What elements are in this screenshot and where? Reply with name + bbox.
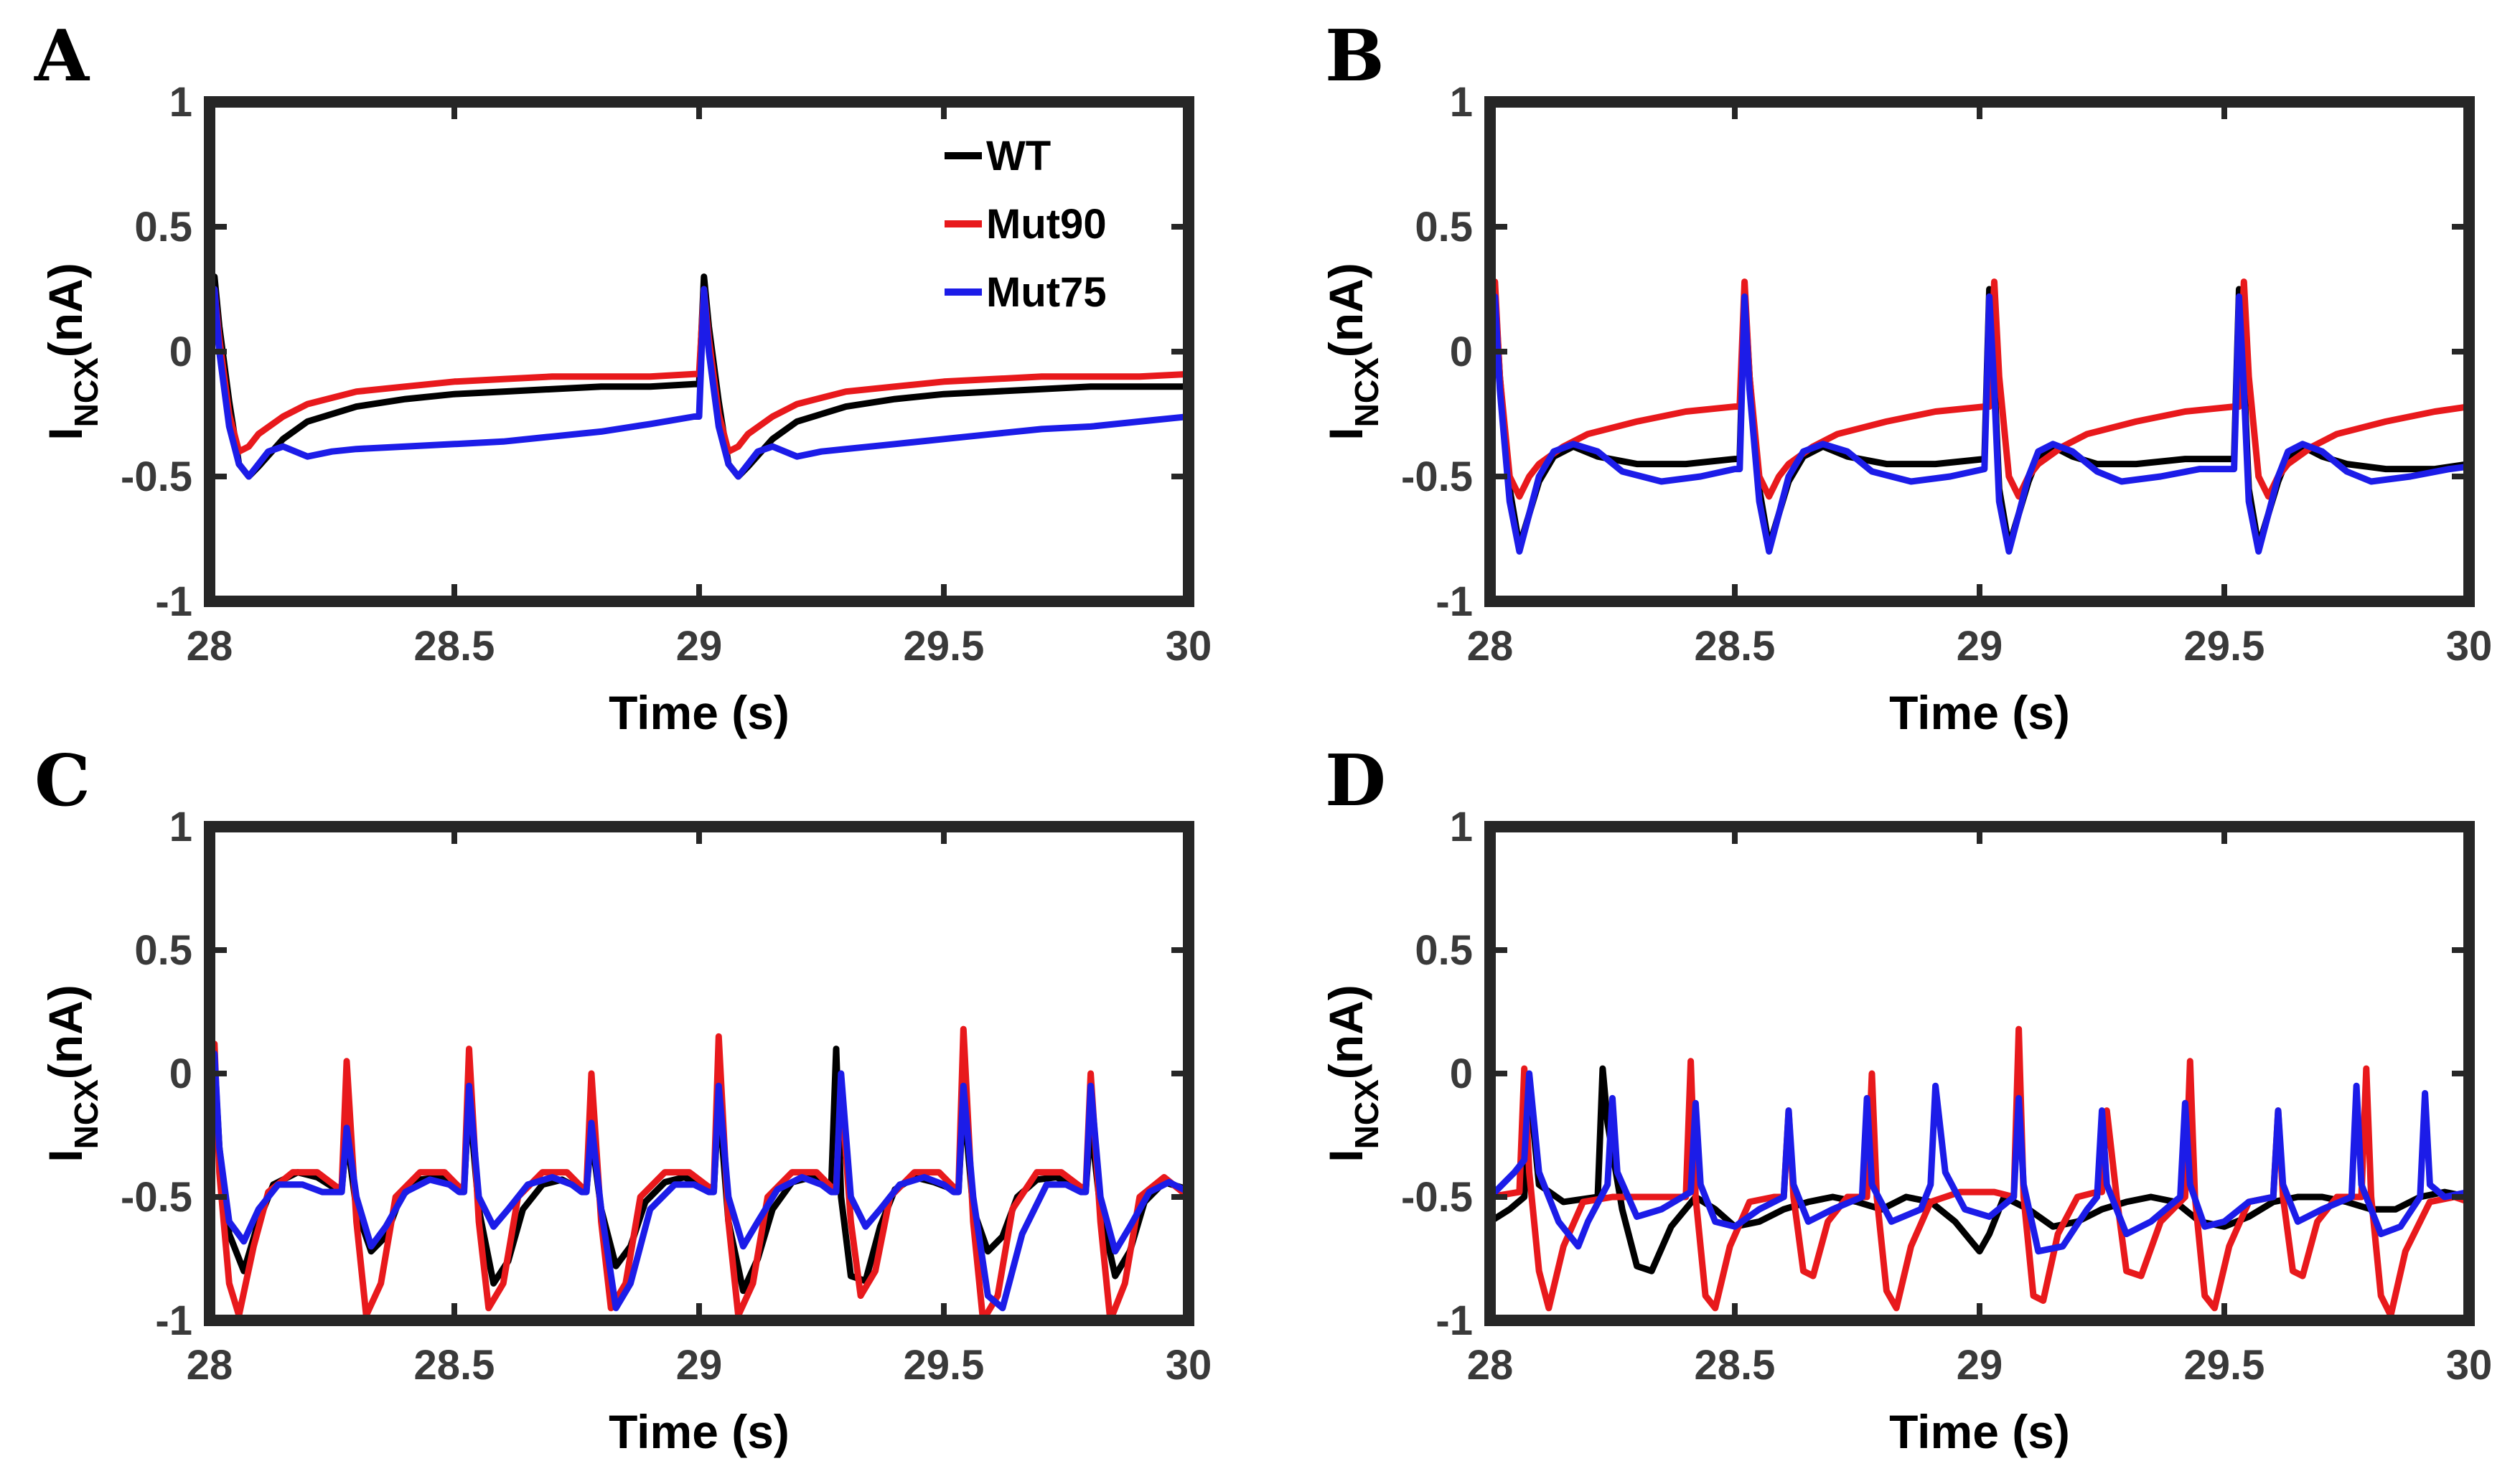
panel-b-series-mut75 — [1490, 293, 2469, 555]
panel-b-ytick-label: 0.5 — [1415, 204, 1473, 250]
panel-b-xtick-label: 28.5 — [1695, 623, 1776, 670]
panel-b-ytick-label: 1 — [1450, 79, 1473, 126]
panel-b-plot-area — [1490, 278, 2469, 555]
panel-a-legend-label-mut90: Mut90 — [986, 201, 1107, 248]
panel-a-ytick-label: -0.5 — [121, 454, 192, 500]
panel-d-series-mut75 — [1490, 1070, 2469, 1255]
panel-d-series-wt — [1490, 1065, 2469, 1274]
panel-a-xtick-label: 29.5 — [904, 623, 985, 670]
panel-b-letter: B — [1325, 15, 1385, 98]
panel-b-ytick-label: -0.5 — [1401, 454, 1473, 500]
panel-a-legend: WT Mut90 Mut75 — [945, 133, 1107, 316]
panel-a-xlabel: Time (s) — [609, 686, 790, 739]
panel-d-ytick-label: 1 — [1450, 804, 1473, 850]
panel-b-ylabel-main: I — [1319, 427, 1372, 440]
panel-c-series-mut75 — [210, 1051, 1189, 1312]
panel-a-ytick-label: 0 — [169, 329, 192, 375]
panel-b-ytick-label: -1 — [1436, 578, 1473, 625]
panel-a-legend-label-wt: WT — [986, 133, 1051, 179]
panel-d-ylabel-sub: NCX — [1348, 1079, 1385, 1149]
panel-c-plot-area — [210, 1025, 1189, 1320]
panel-a-letter: A — [34, 15, 90, 98]
panel-d: D 28 28.5 29 29.5 30 1 0.5 0 -0.5 -1 Time (s) INCX(n… — [1319, 740, 2492, 1458]
panel-d-xtick-label: 29 — [1957, 1342, 2003, 1389]
panel-a-legend-label-mut75: Mut75 — [986, 269, 1107, 316]
panel-c-ylabel: INCX(nA) — [39, 985, 105, 1162]
panel-c-ylabel-main: I — [39, 1149, 92, 1162]
panel-c-ytick-label: 0 — [169, 1051, 192, 1097]
panel-c-xtick-label: 29 — [676, 1342, 723, 1389]
panel-a-ylabel-sub: NCX — [67, 357, 105, 427]
panel-c-xlabel: Time (s) — [609, 1405, 790, 1458]
panel-a: A 28 28.5 29 29.5 30 1 0.5 0 -0.5 -1 Time (s) INCX(n… — [34, 15, 1212, 739]
panel-a-xtick-label: 29 — [676, 623, 723, 670]
panel-a-xtick-label: 28.5 — [414, 623, 495, 670]
panel-c-xtick-label: 28 — [187, 1342, 233, 1389]
panel-c-ytick-label: 1 — [169, 804, 192, 850]
panel-b-series-wt — [1490, 286, 2469, 550]
panel-d-ytick-label: 0.5 — [1415, 927, 1473, 974]
panel-b: B 28 28.5 29 29.5 30 1 0.5 0 -0.5 -1 Time (s) INCX(n… — [1319, 15, 2492, 739]
panel-c-xtick-label: 29.5 — [904, 1342, 985, 1389]
panel-a-ytick-label: -1 — [155, 578, 192, 625]
panel-c-ylabel-sub: NCX — [67, 1079, 105, 1149]
panel-b-ylabel: INCX(nA) — [1319, 263, 1385, 440]
panel-d-ytick-label: -1 — [1436, 1297, 1473, 1344]
panel-b-ylabel-sub: NCX — [1348, 357, 1385, 427]
panel-b-xtick-label: 29 — [1957, 623, 2003, 670]
panel-a-plot-area — [210, 273, 1189, 480]
panel-d-ytick-label: -0.5 — [1401, 1174, 1473, 1221]
panel-c-xtick-label: 30 — [1166, 1342, 1212, 1389]
panel-d-ylabel: INCX(nA) — [1319, 985, 1385, 1162]
panel-d-series-mut90 — [1490, 1025, 2469, 1319]
panel-a-ylabel-unit: (nA) — [39, 263, 92, 357]
panel-a-ylabel-main: I — [39, 427, 92, 440]
panel-c-xtick-label: 28.5 — [414, 1342, 495, 1389]
panel-b-xtick-label: 29.5 — [2184, 623, 2265, 670]
panel-d-letter: D — [1325, 740, 1386, 822]
panel-d-ytick-label: 0 — [1450, 1051, 1473, 1097]
panel-b-axes-frame — [1484, 96, 2475, 607]
panel-c-ylabel-unit: (nA) — [39, 985, 92, 1079]
panel-a-series-mut90 — [210, 286, 1189, 455]
panel-b-ytick-label: 0 — [1450, 329, 1473, 375]
panel-a-series-mut75 — [210, 286, 1189, 480]
panel-d-plot-area — [1490, 1025, 2469, 1319]
panel-a-ylabel: INCX(nA) — [39, 263, 105, 440]
panel-c-ytick-label: 0.5 — [134, 927, 192, 974]
panel-d-xtick-label: 28.5 — [1695, 1342, 1776, 1389]
panel-c-ytick-label: -0.5 — [121, 1174, 192, 1221]
panel-d-xtick-label: 30 — [2446, 1342, 2493, 1389]
panel-d-xtick-label: 29.5 — [2184, 1342, 2265, 1389]
panel-d-ylabel-unit: (nA) — [1319, 985, 1372, 1079]
panel-b-ylabel-unit: (nA) — [1319, 263, 1372, 357]
panel-c-letter: C — [34, 740, 90, 822]
panel-b-xtick-label: 30 — [2446, 623, 2493, 670]
panel-d-xlabel: Time (s) — [1889, 1405, 2070, 1458]
panel-a-xtick-label: 28 — [187, 623, 233, 670]
panel-c: C 28 28.5 29 29.5 30 1 0.5 0 -0.5 -1 Time (s) INCX(n… — [34, 740, 1212, 1458]
panel-a-ytick-label: 0.5 — [134, 204, 192, 250]
panel-c-ytick-label: -1 — [155, 1297, 192, 1344]
panel-b-xtick-label: 28 — [1467, 623, 1514, 670]
panel-a-ytick-label: 1 — [169, 79, 192, 126]
panel-d-ylabel-main: I — [1319, 1149, 1372, 1162]
panel-a-xtick-label: 30 — [1166, 623, 1212, 670]
panel-d-xtick-label: 28 — [1467, 1342, 1514, 1389]
panel-b-xlabel: Time (s) — [1889, 686, 2070, 739]
